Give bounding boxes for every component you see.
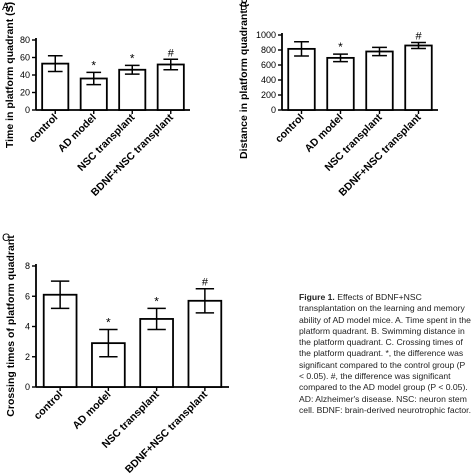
y-tick-label: 60 — [20, 53, 30, 63]
y-tick-label: 200 — [261, 90, 276, 100]
figure-caption: Figure 1. Effects of BDNF+NSC transplant… — [299, 292, 471, 416]
bar — [326, 56, 355, 111]
y-tick-label: 600 — [261, 60, 276, 70]
y-tick-label: 40 — [20, 70, 30, 80]
category-label: control — [32, 389, 66, 423]
y-tick-label: 20 — [20, 88, 30, 98]
bar — [118, 68, 147, 111]
category-label: AD model — [70, 389, 113, 432]
bar — [365, 50, 394, 111]
caption-body: Effects of BDNF+NSC transplantation on t… — [299, 292, 471, 415]
bar — [187, 299, 223, 388]
significance-mark: * — [91, 58, 96, 72]
significance-mark: * — [130, 51, 135, 65]
y-tick-label: 1000 — [256, 30, 276, 40]
y-axis-label: Crossing times of platform quadrant — [5, 235, 17, 417]
y-tick-label: 0 — [25, 105, 30, 115]
y-axis-label: Distance in platform quadrant (cm) — [238, 0, 250, 159]
chart-panel-b: B 0 200 400 600 800 1000 Distance in platform q… — [238, 0, 438, 199]
bar — [404, 44, 433, 111]
chart-panel-a: A 0 20 40 60 80 Time in platform quadrant (S) c… — [2, 1, 190, 199]
y-tick-label: 400 — [261, 75, 276, 85]
y-tick-label: 2 — [25, 352, 30, 362]
category-label: control — [27, 112, 61, 146]
chart-panel-c: C 0 2 4 6 8 Crossing times of platform quadran… — [2, 232, 229, 474]
y-tick-label: 4 — [25, 322, 30, 332]
significance-mark: * — [338, 40, 343, 54]
panel-letter: C — [2, 232, 10, 244]
panel-letter: A — [2, 1, 10, 13]
category-label: control — [273, 112, 307, 146]
y-tick-label: 80 — [20, 35, 30, 45]
y-tick-label: 6 — [25, 291, 30, 301]
panel-letter: B — [240, 1, 247, 13]
y-tick-label: 8 — [25, 261, 30, 271]
significance-mark: # — [202, 277, 209, 289]
bar — [287, 47, 316, 111]
y-tick-label: 0 — [271, 105, 276, 115]
y-tick-label: 800 — [261, 45, 276, 55]
significance-mark: # — [415, 31, 422, 43]
y-axis-label: Time in platform quadrant (S) — [4, 2, 16, 148]
significance-mark: # — [168, 47, 175, 59]
category-label: BDNF+NSC transplant — [123, 388, 210, 474]
y-tick-label: 0 — [25, 382, 30, 392]
significance-mark: * — [154, 294, 159, 308]
caption-lead: Figure 1. — [299, 292, 335, 302]
bar — [156, 63, 185, 111]
significance-mark: * — [106, 316, 111, 330]
